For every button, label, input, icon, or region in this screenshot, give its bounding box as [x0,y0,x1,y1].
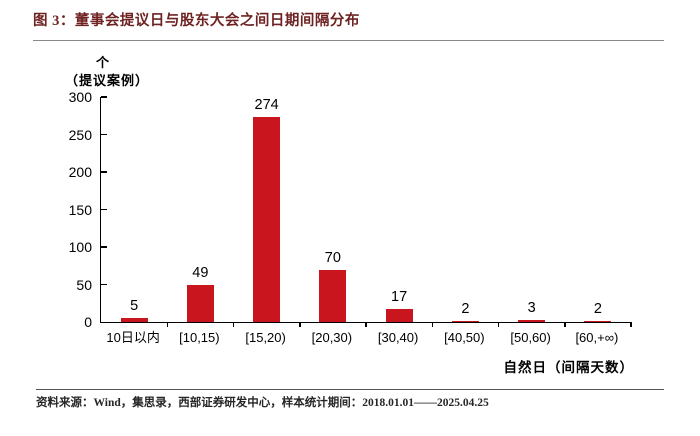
x-category-label: [40,50) [444,330,485,345]
bar-value-label: 5 [130,298,139,315]
x-tick-mark [166,322,168,327]
y-tick-mark [101,96,107,98]
bar [385,309,413,322]
x-category-label: [15,20) [245,330,286,345]
bar [319,269,347,322]
x-category-label: [30,40) [377,330,419,345]
x-axis-title: 自然日（间隔天数） [503,360,634,375]
bar-value-label: 3 [527,299,536,316]
y-tick-label: 100 [68,239,92,255]
y-tick-label: 150 [68,201,92,218]
x-category-label: [20,30) [311,330,353,345]
y-tick-label: 0 [84,314,92,330]
y-tick-label: 50 [76,276,92,293]
bar-value-label: 17 [391,289,408,306]
plot-area: 5 49 274 70 17 2 3 2 [100,96,632,327]
bar-value-label: 2 [593,300,602,317]
x-tick-mark [232,322,235,327]
x-tick-mark [365,322,367,327]
y-tick-mark [101,283,107,286]
figure-title: 图 3：董事会提议日与股东大会之间日期间隔分布 [33,13,360,29]
bar-value-label: 2 [461,300,470,317]
x-tick-mark [564,322,566,327]
x-tick-mark [299,322,301,327]
x-category-label: [10,15) [179,330,220,345]
x-category-label: [60,+∞) [575,330,619,345]
bar [451,320,479,322]
source-note: 资料来源：Wind，集思录，西部证券研发中心，样本统计期间：2018.01.01… [36,397,489,409]
bar [120,318,148,322]
bar-value-label: 274 [254,96,279,113]
x-tick-mark [431,322,433,327]
y-tick-label: 300 [68,89,92,105]
bar-value-label: 70 [324,249,341,266]
y-axis-unit-label: 个 [96,55,110,70]
y-tick-label: 200 [68,164,92,180]
y-tick-mark [101,208,107,211]
bar [584,320,612,322]
bar-value-label: 49 [192,265,209,282]
footer-divider [36,389,664,390]
title-divider [33,40,664,41]
y-tick-mark [101,246,107,248]
x-tick-mark [497,322,500,327]
x-tick-mark [630,322,632,327]
x-category-label: [50,60) [510,330,551,345]
bar [518,319,546,322]
y-tick-mark [101,133,107,136]
y-axis-title: （提议案例） [65,73,150,88]
x-category-label: 10日以内 [106,330,160,345]
y-tick-mark [101,171,107,173]
y-tick-label: 250 [68,126,92,143]
bar [253,116,281,322]
bar [186,285,214,322]
